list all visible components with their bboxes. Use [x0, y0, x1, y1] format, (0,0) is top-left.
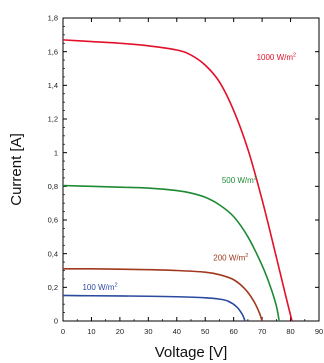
y-tick-label: 0,8: [48, 182, 58, 191]
y-axis: 0 0,2 0,4 0,6 0,8 1 1,2 1,4 1,6 1,8: [48, 14, 319, 326]
y-tick-label: 0,6: [48, 216, 58, 225]
series-line-100-wm2: [62, 294, 246, 322]
series-label-superscript: 2: [245, 253, 248, 259]
x-tick-label: 80: [286, 327, 294, 336]
x-axis-title: Voltage [V]: [155, 344, 228, 361]
x-tick-label: 40: [173, 327, 181, 336]
y-tick-label: 1,6: [48, 47, 58, 56]
series-label-superscript: 2: [293, 53, 296, 59]
y-axis-title: Current [A]: [8, 133, 25, 206]
y-tick-label: 0,4: [48, 249, 58, 258]
series-label-text: 500 W/m: [222, 176, 254, 185]
x-tick-label: 0: [61, 327, 65, 336]
series-label-1000-wm2: 1000 W/m2: [257, 53, 297, 63]
y-tick-label: 1: [54, 148, 58, 157]
series-line-200-wm2: [62, 267, 263, 322]
series-label-superscript: 2: [114, 282, 117, 288]
series-line-500-wm2: [62, 184, 280, 322]
x-tick-label: 10: [87, 327, 95, 336]
series-label-100-wm2: 100 W/m2: [82, 282, 117, 292]
y-tick-label: 0: [54, 317, 58, 326]
series-label-200-wm2: 200 W/m2: [213, 253, 248, 263]
x-axis: 0 10 20 30 40 50 60 70 80 90: [61, 18, 323, 336]
x-tick-label: 70: [258, 327, 266, 336]
series-label-text: 100 W/m: [82, 283, 114, 292]
x-tick-label: 60: [229, 327, 237, 336]
x-tick-label: 90: [315, 327, 323, 336]
y-tick-label: 1,2: [48, 115, 58, 124]
x-tick-label: 50: [201, 327, 209, 336]
series-label-superscript: 2: [254, 175, 257, 181]
x-tick-label: 30: [144, 327, 152, 336]
series-label-500-wm2: 500 W/m2: [222, 175, 257, 185]
series-layer: [62, 39, 293, 322]
y-tick-label: 1,4: [48, 81, 58, 90]
series-label-text: 1000 W/m: [257, 53, 294, 62]
x-tick-label: 20: [116, 327, 124, 336]
y-tick-label: 1,8: [48, 14, 58, 23]
y-tick-label: 0,2: [48, 283, 58, 292]
series-line-1000-wm2: [62, 39, 293, 322]
series-label-text: 200 W/m: [213, 253, 245, 262]
